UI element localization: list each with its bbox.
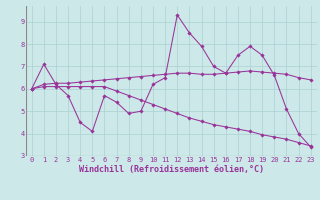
X-axis label: Windchill (Refroidissement éolien,°C): Windchill (Refroidissement éolien,°C) <box>79 165 264 174</box>
